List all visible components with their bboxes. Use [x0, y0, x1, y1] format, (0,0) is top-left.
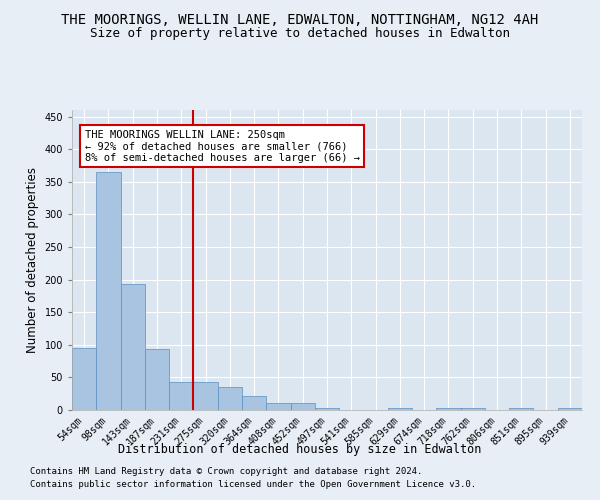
Text: Contains public sector information licensed under the Open Government Licence v3: Contains public sector information licen… — [30, 480, 476, 489]
Text: THE MOORINGS WELLIN LANE: 250sqm
← 92% of detached houses are smaller (766)
8% o: THE MOORINGS WELLIN LANE: 250sqm ← 92% o… — [85, 130, 359, 163]
Text: Contains HM Land Registry data © Crown copyright and database right 2024.: Contains HM Land Registry data © Crown c… — [30, 468, 422, 476]
Bar — [121, 284, 145, 410]
Bar — [242, 396, 266, 410]
Bar — [315, 408, 339, 410]
Bar — [96, 172, 121, 410]
Text: Size of property relative to detached houses in Edwalton: Size of property relative to detached ho… — [90, 28, 510, 40]
Bar — [218, 387, 242, 410]
Bar — [266, 404, 290, 410]
Bar — [461, 408, 485, 410]
Bar — [145, 350, 169, 410]
Bar — [436, 408, 461, 410]
Bar — [169, 382, 193, 410]
Bar — [558, 408, 582, 410]
Bar — [193, 382, 218, 410]
Y-axis label: Number of detached properties: Number of detached properties — [26, 167, 39, 353]
Bar — [509, 408, 533, 410]
Bar — [290, 404, 315, 410]
Bar — [72, 348, 96, 410]
Text: Distribution of detached houses by size in Edwalton: Distribution of detached houses by size … — [118, 442, 482, 456]
Text: THE MOORINGS, WELLIN LANE, EDWALTON, NOTTINGHAM, NG12 4AH: THE MOORINGS, WELLIN LANE, EDWALTON, NOT… — [61, 12, 539, 26]
Bar — [388, 408, 412, 410]
